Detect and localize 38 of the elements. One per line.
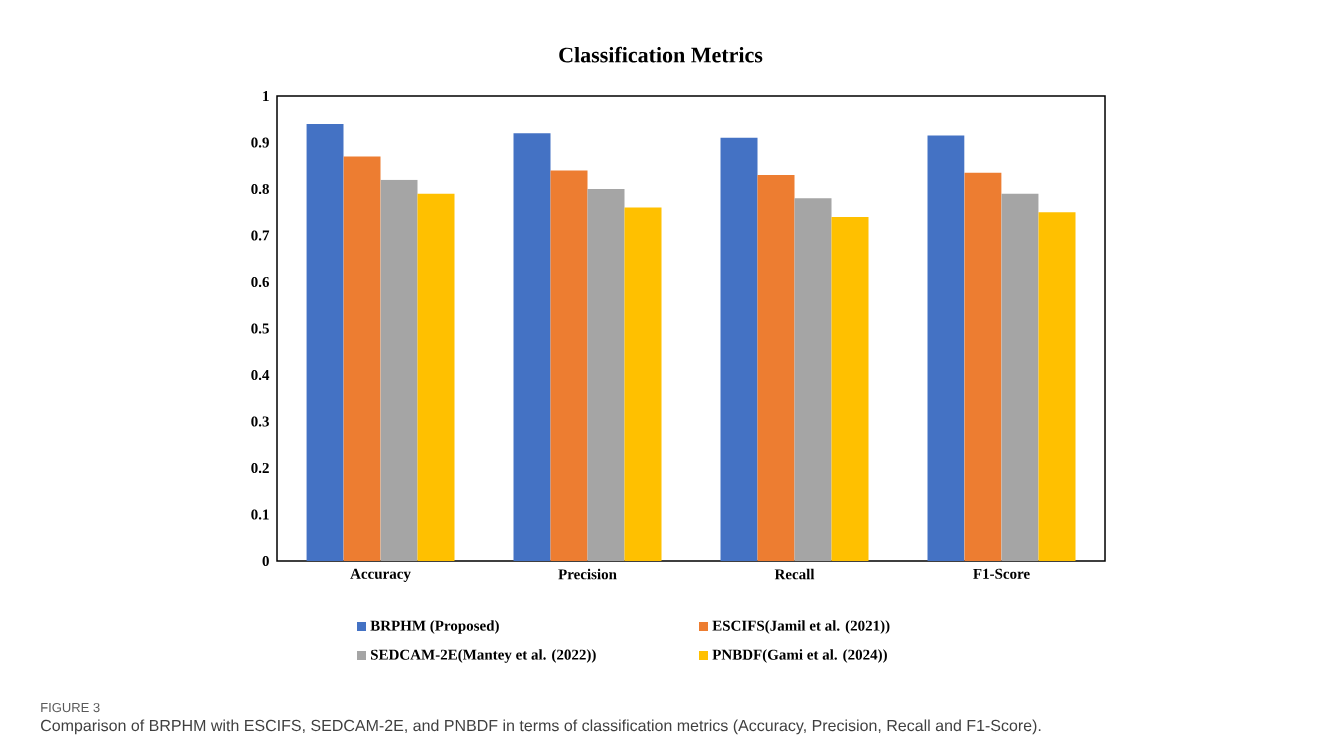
bar [831, 216, 869, 561]
bar [794, 198, 832, 561]
x-tick-label: F1-Score [973, 568, 1030, 579]
bar [624, 207, 662, 561]
y-tick-label: 0.1 [251, 509, 269, 520]
y-tick-label: 1 [263, 91, 269, 101]
y-tick-label: 0.7 [251, 230, 270, 241]
bar [343, 156, 381, 561]
caption: FIGURE 3 [41, 702, 100, 713]
bar [927, 135, 965, 561]
legend-label: SEDCAM-2E(Mantey et al. (2022)) [371, 649, 596, 663]
x-tick-label: Precision [558, 568, 617, 580]
y-tick-label: 0.6 [251, 276, 270, 288]
bar [720, 137, 758, 561]
bar [1001, 193, 1039, 561]
x-tick-label: Accuracy [350, 568, 411, 582]
y-tick-label: 0.5 [251, 323, 269, 334]
legend-label: ESCIFS(Jamil et al. (2021)) [712, 620, 890, 634]
legend-label: BRPHM (Proposed) [370, 620, 499, 634]
x-tick-label: Recall [774, 568, 815, 580]
bar [513, 133, 551, 561]
bar [306, 123, 344, 561]
bar [757, 175, 795, 561]
bar [380, 179, 418, 561]
y-tick-label: 0.2 [251, 462, 269, 474]
legend-label: PNBDF(Gami et al. (2024)) [712, 649, 887, 663]
y-tick-label: 0.4 [251, 369, 270, 381]
y-tick-label: 0.8 [251, 183, 269, 195]
bar [964, 172, 1002, 561]
text: Comparison of BRPHM with ESCIFS, SEDCAM-2E, and PNBDF in terms of classification metrics (Accuracy, Precision, Recall and F1-Score). [41, 719, 1041, 735]
y-tick-label: 0.9 [251, 137, 269, 148]
bar [587, 188, 625, 561]
bar [550, 170, 588, 561]
y-tick-label: 0.3 [251, 416, 269, 427]
bar [1038, 212, 1076, 561]
chart-title: Classification Metrics [559, 46, 763, 63]
bar [417, 193, 455, 561]
y-tick-label: 0 [262, 555, 269, 567]
